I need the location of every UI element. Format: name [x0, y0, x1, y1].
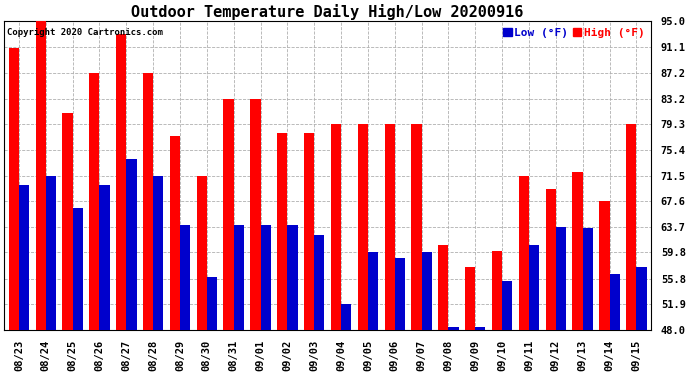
Bar: [395, 258, 405, 375]
Bar: [448, 327, 459, 375]
Bar: [250, 99, 261, 375]
Legend: Low (°F), High (°F): Low (°F), High (°F): [502, 27, 646, 39]
Bar: [368, 252, 378, 375]
Bar: [438, 244, 449, 375]
Bar: [314, 235, 324, 375]
Bar: [261, 225, 270, 375]
Bar: [180, 225, 190, 375]
Bar: [153, 176, 164, 375]
Bar: [492, 251, 502, 375]
Bar: [9, 48, 19, 375]
Bar: [234, 225, 244, 375]
Bar: [626, 124, 636, 375]
Bar: [287, 225, 297, 375]
Bar: [636, 267, 647, 375]
Bar: [546, 189, 556, 375]
Bar: [207, 278, 217, 375]
Bar: [582, 228, 593, 375]
Bar: [89, 72, 99, 375]
Bar: [600, 201, 609, 375]
Bar: [126, 159, 137, 375]
Bar: [197, 176, 207, 375]
Bar: [62, 113, 72, 375]
Bar: [519, 176, 529, 375]
Bar: [170, 136, 180, 375]
Bar: [529, 244, 539, 375]
Bar: [341, 304, 351, 375]
Bar: [331, 124, 341, 375]
Bar: [116, 34, 126, 375]
Text: Copyright 2020 Cartronics.com: Copyright 2020 Cartronics.com: [8, 27, 164, 36]
Bar: [143, 72, 153, 375]
Bar: [573, 172, 582, 375]
Bar: [304, 133, 314, 375]
Bar: [422, 252, 432, 375]
Title: Outdoor Temperature Daily High/Low 20200916: Outdoor Temperature Daily High/Low 20200…: [132, 4, 524, 20]
Bar: [277, 133, 287, 375]
Bar: [224, 99, 234, 375]
Bar: [411, 124, 422, 375]
Bar: [384, 124, 395, 375]
Bar: [357, 124, 368, 375]
Bar: [556, 227, 566, 375]
Bar: [19, 186, 29, 375]
Bar: [465, 267, 475, 375]
Bar: [502, 280, 513, 375]
Bar: [609, 274, 620, 375]
Bar: [99, 186, 110, 375]
Bar: [46, 176, 56, 375]
Bar: [72, 209, 83, 375]
Bar: [475, 327, 486, 375]
Bar: [36, 21, 46, 375]
